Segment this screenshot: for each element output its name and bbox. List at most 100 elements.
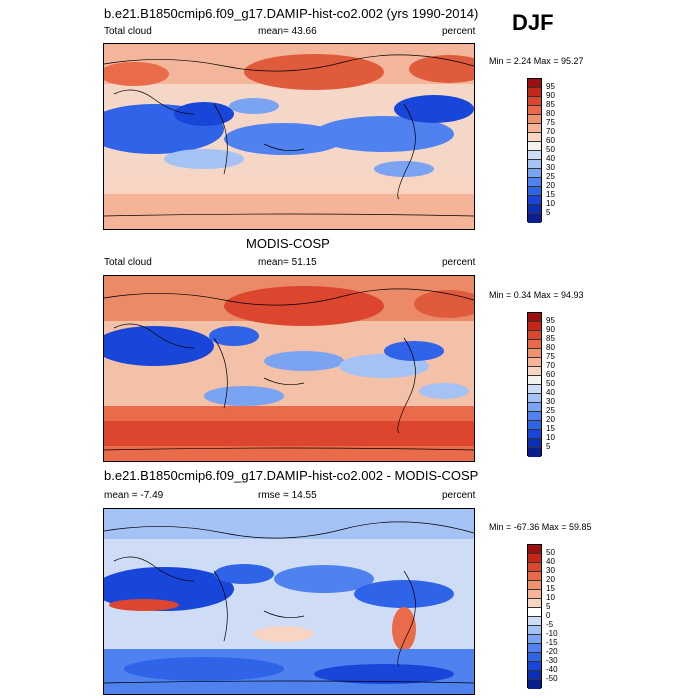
colorbar-swatch: [528, 160, 541, 169]
colorbar-tick-label: -40: [546, 665, 558, 674]
panel1-colorbar-swatches: [527, 78, 542, 223]
colorbar-tick-label: 5: [546, 602, 551, 611]
colorbar-tick-label: 50: [546, 379, 555, 388]
panel3-minmax: Min = -67.36 Max = 59.85: [489, 522, 592, 532]
colorbar-swatch: [528, 671, 541, 680]
colorbar-swatch: [528, 608, 541, 617]
colorbar-swatch: [528, 178, 541, 187]
colorbar-tick-label: 15: [546, 424, 555, 433]
colorbar-tick-label: 10: [546, 433, 555, 442]
panel3-units: percent: [442, 490, 476, 501]
panel2-minmax: Min = 0.34 Max = 94.93: [489, 290, 584, 300]
panel1-map: [103, 43, 475, 230]
colorbar-tick-label: 30: [546, 397, 555, 406]
colorbar-swatch: [528, 412, 541, 421]
colorbar-tick-label: 25: [546, 172, 555, 181]
panel3-map-field: [104, 509, 474, 694]
colorbar-tick-label: 95: [546, 316, 555, 325]
panel1-mean: mean= 43.66: [258, 26, 317, 37]
colorbar-tick-label: -5: [546, 620, 554, 629]
panel1-colorbar: 5 10 15 20 25 30 40 50 60 70 75 80 85 90 95: [527, 78, 555, 223]
colorbar-tick-label: 30: [546, 163, 555, 172]
colorbar-swatch: [528, 394, 541, 403]
panel3-mean: mean = -7.49: [104, 490, 164, 501]
colorbar-swatch: [528, 142, 541, 151]
panel1-map-field: [104, 44, 474, 229]
colorbar-swatch: [528, 635, 541, 644]
colorbar-tick-label: 90: [546, 91, 555, 100]
colorbar-tick-label: 90: [546, 325, 555, 334]
panel3-title: b.e21.B1850cmip6.f09_g17.DAMIP-hist-co2.…: [104, 468, 479, 483]
colorbar-swatch: [528, 403, 541, 412]
colorbar-swatch: [528, 545, 541, 554]
colorbar-tick-label: 10: [546, 593, 555, 602]
colorbar-swatch: [528, 644, 541, 653]
panel1-title: b.e21.B1850cmip6.f09_g17.DAMIP-hist-co2.…: [104, 6, 479, 21]
panel2-variable: Total cloud: [104, 257, 152, 268]
colorbar-swatch: [528, 599, 541, 608]
colorbar-tick-label: 50: [546, 145, 555, 154]
panel2-map: [103, 275, 475, 462]
colorbar-swatch: [528, 581, 541, 590]
colorbar-tick-label: 25: [546, 406, 555, 415]
colorbar-swatch: [528, 196, 541, 205]
colorbar-tick-label: 15: [546, 584, 555, 593]
colorbar-swatch: [528, 313, 541, 322]
colorbar-swatch: [528, 106, 541, 115]
colorbar-tick-label: -20: [546, 647, 558, 656]
colorbar-tick-label: 0: [546, 611, 551, 620]
colorbar-swatch: [528, 151, 541, 160]
colorbar-swatch: [528, 680, 541, 689]
colorbar-swatch: [528, 590, 541, 599]
colorbar-tick-label: 40: [546, 557, 555, 566]
colorbar-swatch: [528, 367, 541, 376]
panel2-map-field: [104, 276, 474, 461]
colorbar-swatch: [528, 349, 541, 358]
colorbar-tick-label: 10: [546, 199, 555, 208]
colorbar-swatch: [528, 124, 541, 133]
colorbar-tick-label: 30: [546, 566, 555, 575]
colorbar-tick-label: 40: [546, 154, 555, 163]
colorbar-tick-label: 60: [546, 370, 555, 379]
colorbar-swatch: [528, 88, 541, 97]
panel1-variable: Total cloud: [104, 26, 152, 37]
colorbar-tick-label: 50: [546, 548, 555, 557]
colorbar-tick-label: 5: [546, 208, 551, 217]
colorbar-swatch: [528, 448, 541, 457]
panel3-colorbar: -50 -40 -30 -20 -15 -10 -5 0 5 10 15 20 30 40 50: [527, 544, 558, 689]
colorbar-swatch: [528, 133, 541, 142]
colorbar-tick-label: -50: [546, 674, 558, 683]
colorbar-tick-label: 80: [546, 343, 555, 352]
colorbar-tick-label: 60: [546, 136, 555, 145]
colorbar-swatch: [528, 653, 541, 662]
colorbar-tick-label: -30: [546, 656, 558, 665]
colorbar-swatch: [528, 358, 541, 367]
panel1-minmax: Min = 2.24 Max = 95.27: [489, 56, 584, 66]
panel3-colorbar-swatches: [527, 544, 542, 689]
colorbar-swatch: [528, 205, 541, 214]
colorbar-swatch: [528, 662, 541, 671]
panel2-colorbar: 5 10 15 20 25 30 40 50 60 70 75 80 85 90 95: [527, 312, 555, 457]
colorbar-swatch: [528, 617, 541, 626]
panel2-mean: mean= 51.15: [258, 257, 317, 268]
colorbar-swatch: [528, 79, 541, 88]
colorbar-swatch: [528, 385, 541, 394]
colorbar-swatch: [528, 115, 541, 124]
colorbar-swatch: [528, 322, 541, 331]
panel3-map: [103, 508, 475, 695]
colorbar-swatch: [528, 439, 541, 448]
colorbar-tick-label: 70: [546, 361, 555, 370]
panel2-units: percent: [442, 257, 476, 268]
colorbar-swatch: [528, 626, 541, 635]
colorbar-tick-label: 75: [546, 118, 555, 127]
colorbar-tick-label: 80: [546, 109, 555, 118]
colorbar-tick-label: 5: [546, 442, 551, 451]
colorbar-tick-label: 70: [546, 127, 555, 136]
colorbar-tick-label: 85: [546, 100, 555, 109]
colorbar-swatch: [528, 572, 541, 581]
colorbar-tick-label: 85: [546, 334, 555, 343]
colorbar-swatch: [528, 331, 541, 340]
colorbar-swatch: [528, 563, 541, 572]
season-label: DJF: [512, 10, 554, 35]
colorbar-swatch: [528, 554, 541, 563]
